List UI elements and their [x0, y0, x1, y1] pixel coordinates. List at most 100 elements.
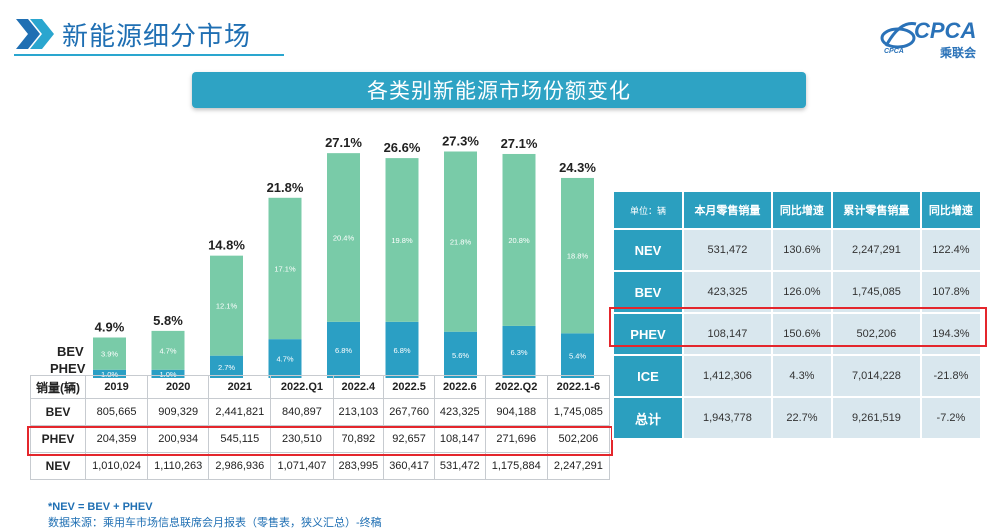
- summary-row-header: NEV: [612, 228, 684, 272]
- legend-bev: BEV: [57, 344, 84, 359]
- summary-row: PHEV 108,147 150.6% 502,206 194.3%: [612, 312, 983, 356]
- sales-cell: 283,995: [332, 452, 385, 480]
- title-underline: [14, 54, 284, 56]
- label-total: 4.9%: [95, 319, 125, 334]
- summary-cell: 531,472: [682, 228, 773, 272]
- sales-row: BEV 805,665 909,329 2,441,821 840,897 213,103…: [30, 398, 611, 426]
- summary-cell: 同比增速: [919, 190, 983, 230]
- sales-cell: 213,103: [332, 398, 385, 426]
- sales-cell: 2022.5: [383, 375, 435, 399]
- sales-cell: 1,110,263: [147, 452, 210, 480]
- logo-main-text: CPCA: [914, 18, 977, 43]
- label-total: 21.8%: [267, 180, 304, 195]
- summary-row-header: 单位：辆: [612, 190, 684, 230]
- bar-phev: [327, 321, 360, 378]
- page-title: 新能源细分市场: [62, 20, 252, 51]
- summary-table: 单位：辆 本月零售销量 同比增速 累计零售销量 同比增速 NEV 531,472 130.6%…: [612, 190, 983, 440]
- phev-row-highlight: [27, 426, 613, 456]
- summary-cell: 累计零售销量: [830, 190, 922, 230]
- bar-phev: [268, 339, 302, 378]
- label-bev: 12.1%: [216, 302, 238, 311]
- logo-small-text: CPCA: [884, 48, 904, 55]
- summary-cell: 194.3%: [919, 312, 983, 356]
- bar-bev: [561, 177, 594, 334]
- summary-cell: 2,247,291: [830, 228, 922, 272]
- summary-row-header: BEV: [612, 270, 684, 314]
- double-chevron-icon: [16, 19, 54, 49]
- summary-cell: 1,745,085: [830, 270, 922, 314]
- bar-phev: [502, 325, 536, 378]
- sales-cell: 1,010,024: [84, 452, 149, 480]
- sales-cell: 2022.4: [332, 375, 385, 399]
- sales-volume-table: 销量(辆) 2019 2020 2021 2022.Q1 2022.4 2022.5 2022…: [30, 375, 611, 480]
- bar-phev: [385, 321, 419, 378]
- logo-swoosh-icon: [880, 21, 917, 49]
- bar-phev: [561, 333, 594, 378]
- sales-cell: 2022.Q2: [484, 375, 548, 399]
- summary-cell: 22.7%: [770, 396, 833, 440]
- chart-title: 各类别新能源市场份额变化: [367, 80, 631, 103]
- bar-bev: [327, 153, 360, 322]
- summary-cell: 4.3%: [770, 354, 833, 398]
- sales-cell: 204,359: [84, 425, 149, 453]
- footnote-definition: *NEV = BEV + PHEV: [48, 501, 153, 513]
- summary-row-header: ICE: [612, 354, 684, 398]
- label-total: 27.3%: [442, 133, 479, 148]
- sales-row-header: BEV: [30, 398, 86, 426]
- label-phev: 5.6%: [452, 351, 469, 360]
- label-total: 5.8%: [153, 313, 183, 328]
- bar-bev: [93, 337, 126, 370]
- label-phev: 6.3%: [510, 348, 527, 357]
- sales-cell: 2021: [208, 375, 272, 399]
- sales-row: NEV 1,010,024 1,110,263 2,986,936 1,071,407 2…: [30, 452, 611, 480]
- summary-cell: 126.0%: [770, 270, 833, 314]
- bar-bev: [444, 151, 477, 332]
- label-bev: 20.4%: [333, 233, 355, 242]
- bar-bev: [268, 197, 302, 340]
- sales-cell: 2022.6: [433, 375, 486, 399]
- summary-row: ICE 1,412,306 4.3% 7,014,228 -21.8%: [612, 354, 983, 398]
- label-bev: 20.8%: [508, 236, 530, 245]
- footnote-source: 数据来源：乘用车市场信息联席会月报表（零售表，狭义汇总）-终稿: [48, 517, 382, 529]
- summary-cell: 本月零售销量: [682, 190, 773, 230]
- sales-cell: 2022.1-6: [546, 375, 611, 399]
- label-bev: 19.8%: [391, 236, 413, 245]
- bar-phev: [444, 331, 477, 378]
- label-total: 14.8%: [208, 238, 245, 253]
- sales-cell: 2,247,291: [546, 452, 611, 480]
- bar-bev: [151, 330, 185, 370]
- sales-cell: 531,472: [433, 452, 486, 480]
- bar-bev: [385, 158, 419, 322]
- summary-cell: 同比增速: [770, 190, 833, 230]
- summary-cell: 122.4%: [919, 228, 983, 272]
- label-bev: 3.9%: [101, 350, 118, 359]
- label-total: 27.1%: [501, 136, 538, 151]
- sales-row-header: NEV: [30, 452, 86, 480]
- chart-title-banner: 各类别新能源市场份额变化: [192, 72, 806, 108]
- bar-bev: [210, 255, 243, 356]
- sales-cell: 2,986,936: [208, 452, 272, 480]
- summary-cell: 107.8%: [919, 270, 983, 314]
- summary-cell: 1,943,778: [682, 396, 773, 440]
- summary-cell: 9,261,519: [830, 396, 922, 440]
- summary-cell: 130.6%: [770, 228, 833, 272]
- label-total: 26.6%: [384, 140, 421, 155]
- sales-cell: 840,897: [270, 398, 334, 426]
- page-header: 新能源细分市场: [14, 14, 251, 54]
- sales-cell: 200,934: [147, 425, 210, 453]
- label-total: 24.3%: [559, 160, 596, 175]
- summary-row-header: PHEV: [612, 312, 684, 356]
- summary-cell: 423,325: [682, 270, 773, 314]
- sales-header-row: 销量(辆) 2019 2020 2021 2022.Q1 2022.4 2022.5 2022…: [30, 375, 611, 399]
- label-phev: 6.8%: [335, 346, 352, 355]
- sales-cell: 1,745,085: [546, 398, 611, 426]
- summary-row: 总计 1,943,778 22.7% 9,261,519 -7.2%: [612, 396, 983, 440]
- summary-row: BEV 423,325 126.0% 1,745,085 107.8%: [612, 270, 983, 314]
- label-bev: 17.1%: [274, 264, 296, 273]
- sales-cell: 2022.Q1: [270, 375, 334, 399]
- bar-bev: [502, 153, 536, 326]
- summary-cell: 108,147: [682, 312, 773, 356]
- summary-cell: -21.8%: [919, 354, 983, 398]
- sales-cell: 909,329: [147, 398, 210, 426]
- legend-phev: PHEV: [50, 361, 86, 376]
